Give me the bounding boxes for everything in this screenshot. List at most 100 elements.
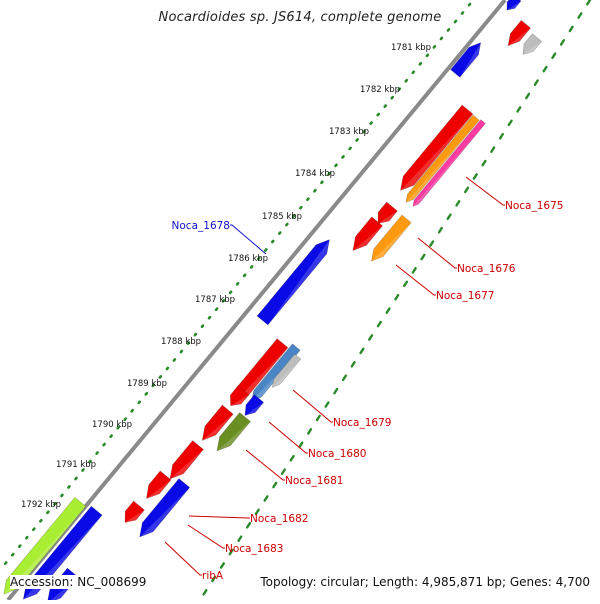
outer-dot <box>315 414 321 422</box>
ruler-dot <box>95 451 99 455</box>
gene-arrow <box>271 353 302 388</box>
ruler-dot <box>383 104 387 109</box>
ruler-dot <box>270 239 275 244</box>
outer-dot <box>402 280 409 288</box>
ruler-dot <box>348 146 352 151</box>
ruler-dot <box>327 171 331 176</box>
outer-dot <box>254 508 260 516</box>
ruler-dot <box>81 468 85 472</box>
outer-dot <box>237 535 243 542</box>
ruler-dot <box>355 138 359 142</box>
ruler-dot <box>137 400 142 405</box>
ruler-tick-label: 1787 kbp <box>195 295 235 305</box>
outer-dot <box>324 401 330 408</box>
ruler-dot <box>158 375 163 379</box>
ruler-dot <box>242 273 247 278</box>
gene-arrow <box>506 0 522 11</box>
outer-dot <box>359 347 365 355</box>
label-leader-line <box>417 237 457 269</box>
ruler-dot <box>144 391 149 396</box>
label-leader-line <box>230 224 267 255</box>
ruler-dot <box>186 341 191 345</box>
ruler-dot <box>376 112 380 117</box>
gene-arrow <box>139 478 191 538</box>
ruler-dot <box>130 408 134 413</box>
outer-dot <box>551 52 557 60</box>
outer-dot <box>376 320 382 328</box>
gene-arrow <box>377 201 398 224</box>
ruler-dot <box>418 61 423 66</box>
ruler-dot <box>235 281 240 286</box>
gene-arrow-shape <box>244 394 265 416</box>
gene-arrow-highlight <box>506 1 521 11</box>
outer-dot <box>490 146 496 153</box>
ruler-ticks: 1781 kbp 1782 kbp 1783 kbp 1784 kbp 1785 kbp… <box>21 43 431 510</box>
gene-arrow-shape <box>405 114 480 203</box>
ruler-tick-label: 1789 kbp <box>127 379 167 389</box>
outer-dot <box>385 307 391 314</box>
gene-arrow-shape <box>256 239 330 326</box>
ruler-dot <box>25 535 29 540</box>
outer-dot <box>498 132 505 140</box>
ruler-dot <box>10 552 15 557</box>
gene-label: Noca_1678 <box>172 220 230 232</box>
gene-label: Noca_1679 <box>333 417 391 429</box>
outer-dot <box>263 495 269 502</box>
ruler-dot <box>263 248 268 252</box>
ruler-tick-label: 1786 kbp <box>228 254 268 264</box>
outer-dot <box>411 267 417 274</box>
outer-dot <box>437 226 443 234</box>
ruler-dot <box>432 45 437 49</box>
outer-dot <box>525 92 531 100</box>
outer-dot <box>577 12 583 19</box>
gene-arrow-shape <box>271 353 302 388</box>
ruler-dot <box>334 163 338 168</box>
outer-dotted-track <box>202 0 592 596</box>
label-leader-line <box>164 541 202 576</box>
outer-dot <box>542 65 548 73</box>
gene-arrow <box>405 114 480 203</box>
ruler-dot <box>453 19 458 24</box>
gene-arrow <box>124 500 145 523</box>
gene-arrow-shape <box>450 42 482 78</box>
ruler-dot <box>397 87 402 92</box>
ruler-dot <box>60 493 64 498</box>
ruler-dot <box>123 417 127 422</box>
ruler-dot <box>221 298 226 303</box>
gene-arrow <box>244 394 265 416</box>
ruler-tick-label: 1781 kbp <box>391 43 431 53</box>
outer-dot <box>333 387 339 395</box>
gene-arrow-shape <box>139 478 191 538</box>
ruler-dot <box>39 518 43 523</box>
ruler-dot <box>165 366 170 371</box>
ruler-dot <box>369 121 373 125</box>
ruler-dot <box>228 290 233 295</box>
gene-arrow-shape <box>230 385 250 407</box>
ruler-dot <box>102 442 106 447</box>
ruler-tick-label: 1785 kbp <box>262 212 302 222</box>
gene-arrow-shape <box>216 412 251 452</box>
ruler-tick-label: 1788 kbp <box>161 337 201 347</box>
topology-text: Topology: circular; Length: 4,985,871 bp… <box>260 575 590 589</box>
ruler-dot <box>46 510 50 515</box>
outer-dot <box>307 428 313 435</box>
outer-dot <box>350 361 356 368</box>
ruler-dot <box>320 180 324 185</box>
outer-dot <box>211 575 217 583</box>
accession-text: Accession: NC_008699 <box>10 575 147 589</box>
label-leader-lines <box>164 176 505 576</box>
outer-dot <box>289 454 295 462</box>
ruler-dot <box>390 95 394 100</box>
gene-label: ribA <box>202 570 224 582</box>
genome-title: Nocardioides sp. JS614, complete genome <box>158 10 442 25</box>
gene-arrow-shape <box>377 201 398 224</box>
ruler-dot <box>292 214 296 219</box>
ruler-dot <box>285 222 289 227</box>
ruler-dot <box>207 315 212 320</box>
label-leader-line <box>188 515 250 519</box>
outer-dot <box>246 521 252 529</box>
ruler-dot <box>74 476 78 481</box>
gene-labels: Noca_1675 Noca_1676 Noca_1677 Noca_1678 Noca… <box>172 200 564 582</box>
ruler-dot <box>193 332 198 337</box>
ruler-dot <box>88 459 92 464</box>
